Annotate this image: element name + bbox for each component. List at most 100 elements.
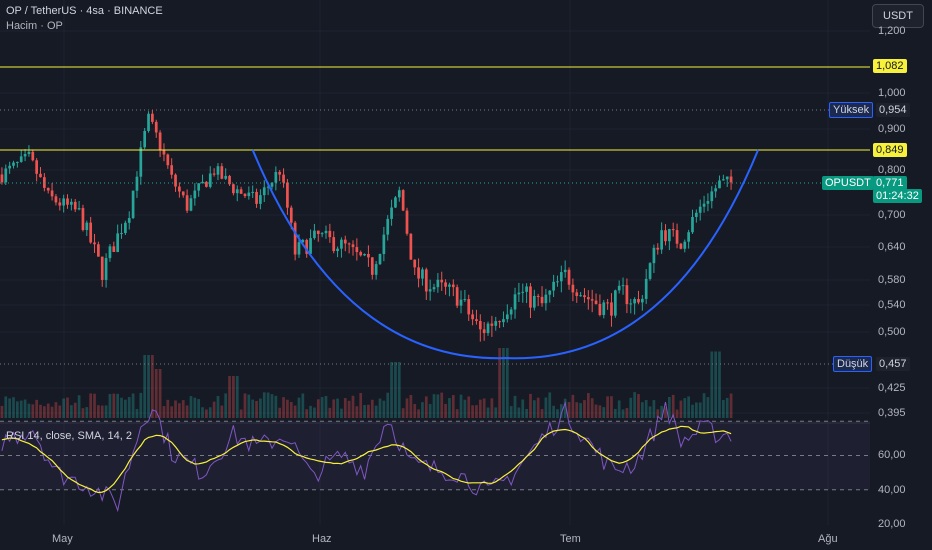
volume-bar (224, 393, 228, 418)
candle-body (124, 222, 127, 234)
candle-body (278, 171, 282, 175)
high-label: Yüksek (829, 102, 874, 118)
candle-body (671, 229, 675, 231)
bar-countdown: 01:24:32 (873, 189, 922, 203)
volume-bar (355, 406, 359, 418)
candle-body (563, 269, 567, 273)
candle-body (251, 191, 255, 193)
volume-bar (104, 405, 108, 418)
symbol-title[interactable]: OP / TetherUS · 4sa · BINANCE (6, 5, 163, 17)
candle-body (718, 180, 721, 189)
candle-body (340, 239, 343, 249)
volume-bar (698, 402, 702, 418)
volume-bar (498, 348, 501, 418)
volume-bar (656, 409, 660, 418)
volume-bar (444, 403, 447, 418)
volume-bar (58, 405, 62, 418)
candle-body (181, 191, 185, 196)
candle-body (139, 147, 143, 177)
volume-bar (181, 400, 185, 418)
volume-bar (174, 400, 177, 418)
price-tick: 0,800 (878, 164, 906, 176)
volume-bar (255, 400, 258, 418)
volume-bar (320, 397, 324, 418)
volume-bar (151, 355, 154, 418)
candle-body (77, 208, 81, 210)
volume-bar (8, 398, 11, 418)
volume-bar (471, 405, 474, 418)
volume-bar (43, 406, 46, 418)
volume-bar (679, 400, 683, 418)
price-tick: 0,700 (878, 209, 906, 221)
volume-bar (97, 405, 100, 418)
volume-bar (714, 351, 717, 418)
volume-bar (66, 397, 69, 418)
rsi-band (0, 420, 870, 491)
candle-body (39, 173, 42, 178)
volume-bar (478, 399, 482, 418)
candle-body (378, 253, 382, 265)
candle-body (370, 257, 374, 275)
candle-body (301, 239, 305, 243)
volume-bar (370, 399, 374, 418)
volume-bar (16, 401, 19, 418)
candle-body (463, 299, 467, 301)
candle-body (667, 229, 671, 242)
volume-bar (548, 392, 552, 418)
volume-bar (120, 397, 123, 418)
volume-bar (201, 407, 204, 418)
candle-body (189, 198, 193, 211)
candle-body (521, 291, 525, 293)
volume-bar (660, 405, 663, 418)
candle-body (606, 302, 609, 304)
volume-bar (428, 404, 432, 418)
volume-bars (0, 348, 733, 418)
volume-bar (262, 392, 266, 418)
candle-body (170, 165, 174, 175)
candle-body (505, 314, 509, 320)
candle-body (93, 242, 96, 245)
volume-bar (436, 394, 440, 418)
currency-selector[interactable]: USDT (872, 4, 924, 28)
volume-bar (455, 409, 459, 418)
candle-body (154, 121, 158, 133)
volume-bar (440, 392, 444, 418)
volume-bar (482, 398, 486, 418)
volume-bar (62, 398, 66, 418)
volume-bar (536, 397, 540, 418)
volume-bar (289, 402, 293, 418)
volume-bar (644, 399, 648, 418)
rsi-ma-line (1, 425, 732, 494)
volume-bar (228, 376, 231, 418)
candle-body (305, 239, 309, 254)
volume-bar (382, 400, 386, 418)
candle-body (104, 258, 108, 280)
candle-body (282, 174, 285, 183)
volume-bar (718, 351, 721, 418)
volume-legend[interactable]: Hacim · OP (6, 20, 63, 32)
volume-bar (131, 393, 135, 418)
volume-bar (205, 409, 208, 418)
volume-bar (135, 408, 139, 418)
candle-body (289, 207, 293, 223)
volume-bar (552, 405, 555, 418)
volume-bar (85, 407, 89, 418)
volume-bar (463, 399, 467, 418)
volume-bar (583, 400, 586, 418)
candle-body (320, 233, 324, 235)
candle-body (529, 286, 532, 308)
candle-body (255, 191, 258, 204)
rsi-tick: 20,00 (878, 518, 906, 530)
volume-bar (691, 404, 694, 418)
volume-bar (378, 398, 382, 418)
candle-body (309, 238, 312, 254)
candle-body (212, 173, 216, 175)
price-candles (0, 110, 733, 342)
volume-bar (386, 392, 390, 418)
candle-body (174, 174, 177, 187)
rsi-legend[interactable]: RSI 14, close, SMA, 14, 2 (6, 430, 132, 442)
candle-body (644, 278, 648, 299)
volume-bar (23, 399, 27, 418)
candle-body (459, 299, 463, 306)
